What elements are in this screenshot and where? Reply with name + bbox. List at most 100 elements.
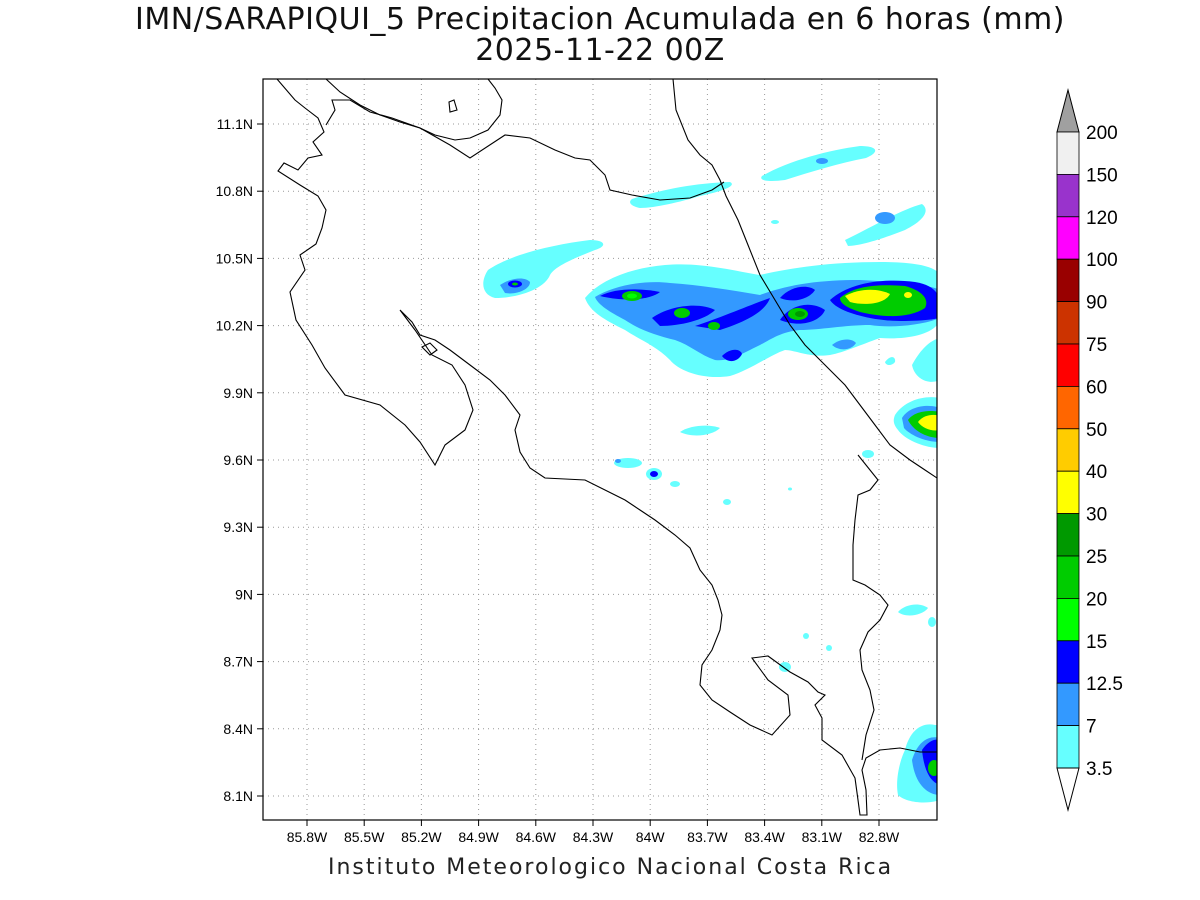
lon-label: 84.3W — [573, 829, 614, 845]
lon-label: 83.7W — [687, 829, 728, 845]
precip-patch — [722, 349, 742, 362]
precip-patch — [771, 220, 779, 224]
precip-patch — [816, 158, 828, 164]
precip-patch — [650, 471, 658, 477]
precip-patch — [723, 499, 731, 505]
footer-credit: Instituto Meteorologico Nacional Costa R… — [328, 855, 894, 880]
colorbar-swatch — [1056, 131, 1080, 175]
lon-label: 85.8W — [287, 829, 328, 845]
colorbar-label: 20 — [1086, 589, 1107, 610]
colorbar-swatch — [1056, 725, 1080, 769]
colorbar-legend: 200 150 120 100 90 75 60 50 40 30 25 20 15 12.5 7 3.5 — [1056, 88, 1123, 812]
colorbar-swatch — [1056, 385, 1080, 430]
precip-patch — [928, 760, 937, 776]
lat-label: 8.4N — [223, 721, 253, 737]
colorbar-swatch — [1056, 301, 1080, 345]
map-title: IMN/SARAPIQUI_5 Precipitacion Acumulada … — [135, 2, 1065, 37]
precip-patch — [761, 146, 876, 181]
latitude-axis: 11.1N 10.8N 10.5N 10.2N 9.9N 9.6N 9.3N 9N 8.7N 8.… — [216, 116, 263, 804]
colorbar-label: 25 — [1086, 547, 1107, 568]
lat-label: 8.1N — [223, 788, 253, 804]
precip-patch — [845, 289, 890, 304]
precip-patch — [680, 425, 720, 436]
colorbar-label: 100 — [1086, 250, 1118, 271]
lon-label: 82.8W — [859, 829, 900, 845]
lat-label: 11.1N — [217, 116, 253, 132]
precip-patch — [627, 293, 637, 299]
precipitation-field — [483, 146, 937, 803]
island — [448, 99, 458, 113]
map-frame — [262, 78, 938, 821]
colorbar-swatch — [1056, 258, 1080, 303]
longitude-axis: 85.8W 85.5W 85.2W 84.9W 84.6W 84.3W 84W 83.7W 83… — [287, 820, 900, 845]
lon-label: 84.9W — [458, 829, 499, 845]
precip-patch — [862, 450, 874, 458]
lat-label: 10.2N — [216, 318, 253, 334]
colorbar-swatch — [1056, 343, 1080, 387]
precip-patch — [695, 298, 770, 330]
precip-patch — [614, 458, 642, 468]
lat-label: 9.6N — [223, 452, 253, 468]
lon-label: 85.5W — [344, 829, 385, 845]
precip-patch — [674, 308, 690, 318]
lat-label: 9.9N — [223, 385, 253, 401]
pacific-coastline — [276, 79, 937, 816]
lat-label: 10.8N — [216, 183, 253, 199]
precip-patch — [630, 182, 732, 208]
colorbar-swatch — [1056, 598, 1080, 642]
map-datetime: 2025-11-22 00Z — [475, 33, 725, 68]
panama-border — [852, 454, 889, 761]
precip-patch — [826, 645, 832, 651]
lon-label: 85.2W — [401, 829, 442, 845]
island — [421, 342, 438, 356]
lon-label: 83.4W — [744, 829, 785, 845]
precip-patch — [845, 204, 926, 246]
precip-patch — [898, 604, 928, 616]
precip-patch — [918, 414, 937, 431]
map-gridlines — [263, 79, 937, 820]
precip-patch — [875, 212, 895, 224]
precip-patch — [670, 481, 680, 487]
precip-patch — [788, 487, 792, 491]
precip-patch — [885, 357, 896, 365]
precip-patch — [912, 338, 937, 382]
lat-label: 9.3N — [223, 519, 253, 535]
colorbar-swatch — [1056, 513, 1080, 557]
coastlines — [276, 79, 937, 816]
caribbean-coastline — [672, 79, 937, 479]
lat-label: 10.5N — [216, 250, 253, 266]
precip-patch — [780, 286, 815, 301]
colorbar-label: 15 — [1086, 632, 1107, 653]
colorbar-label: 75 — [1086, 335, 1107, 356]
lon-label: 84W — [636, 829, 666, 845]
colorbar-swatch — [1056, 428, 1080, 472]
colorbar-swatch — [1056, 173, 1080, 218]
precip-patch — [832, 339, 856, 350]
colorbar-label: 90 — [1086, 293, 1107, 314]
precip-patch — [803, 633, 809, 639]
colorbar-label: 40 — [1086, 462, 1107, 483]
colorbar-label: 60 — [1086, 377, 1107, 398]
colorbar-label: 150 — [1086, 165, 1118, 186]
lon-label: 84.6W — [516, 829, 557, 845]
colorbar-swatch — [1056, 555, 1080, 599]
colorbar-label: 3.5 — [1086, 759, 1112, 780]
precip-patch — [779, 662, 791, 672]
colorbar-swatch — [1056, 682, 1080, 727]
colorbar-label: 12.5 — [1086, 674, 1123, 695]
colorbar-top-arrow — [1056, 88, 1080, 133]
precip-patch — [928, 617, 936, 627]
nicaragua-border — [325, 99, 725, 201]
lake-nicaragua-shore — [325, 79, 503, 141]
precip-patch — [615, 459, 621, 463]
colorbar-label: 7 — [1086, 717, 1097, 738]
precip-patch — [512, 282, 518, 286]
precip-patch — [904, 292, 912, 298]
precip-patch — [795, 311, 805, 317]
colorbar-swatch — [1056, 216, 1080, 260]
colorbar-label: 50 — [1086, 420, 1107, 441]
colorbar-bottom-arrow — [1056, 767, 1080, 812]
colorbar-label: 200 — [1086, 123, 1118, 144]
lon-label: 83.1W — [802, 829, 843, 845]
